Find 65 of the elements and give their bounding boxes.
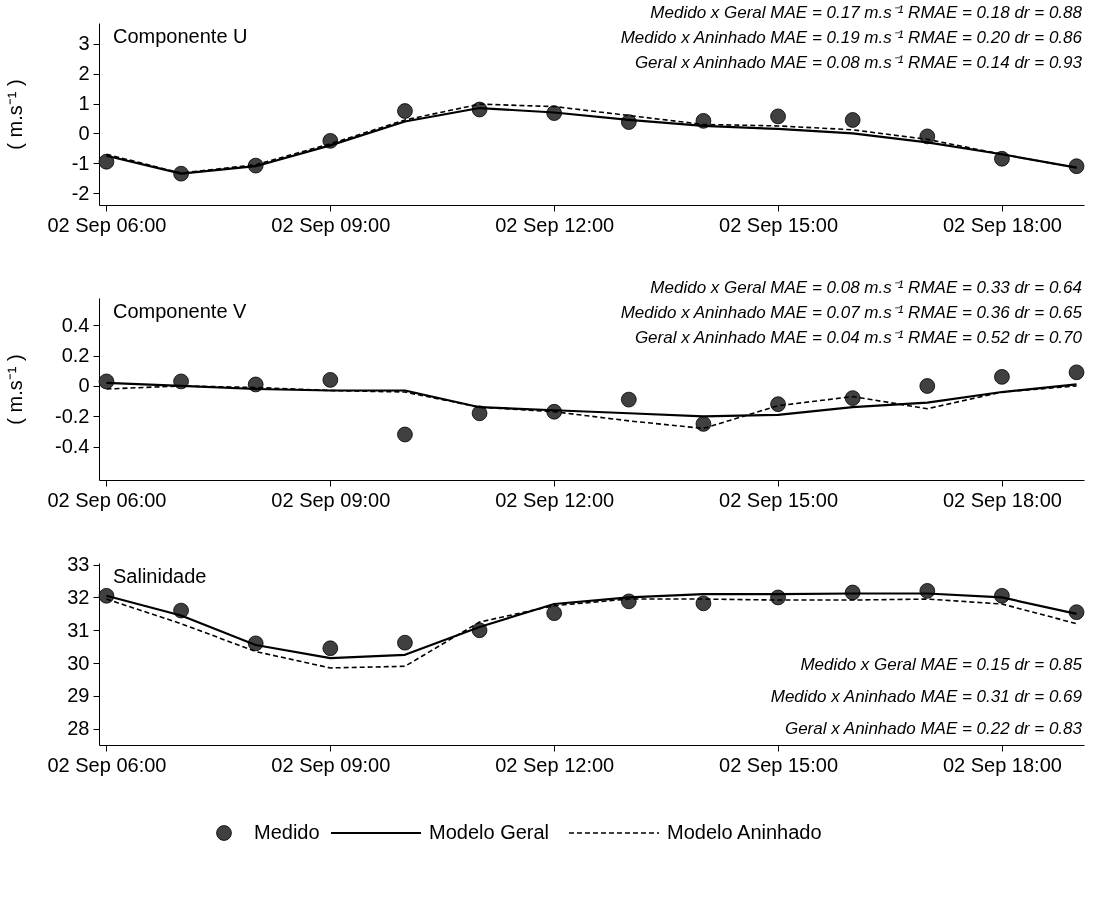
annotation: Medido x Aninhado MAE = 0.07 m.s⁻¹ RMAE = 0.36 dr = 0.65 <box>620 303 1083 322</box>
legend-label: Modelo Aninhado <box>667 821 822 843</box>
point <box>919 378 936 394</box>
point <box>844 390 861 406</box>
point <box>98 153 115 170</box>
legend-label: Modelo Geral <box>429 821 550 843</box>
point <box>397 103 413 119</box>
point <box>397 634 413 651</box>
annotation: Geral x Aninhado MAE = 0.08 m.s⁻¹ RMAE = 0.14 dr = 0.93 <box>634 53 1083 72</box>
y-tick-label: 0.4 <box>61 313 90 336</box>
y-tick-label: 3 <box>78 32 90 55</box>
y-tick-label: 1 <box>78 92 90 115</box>
y-tick-label: -2 <box>71 181 90 204</box>
point <box>1068 604 1085 620</box>
point <box>397 426 413 443</box>
annotation: Medido x Geral MAE = 0.15 dr = 0.85 <box>800 655 1083 674</box>
y-tick-label: 0 <box>78 121 90 144</box>
y-tick-label: 2 <box>78 62 90 85</box>
annotation: Geral x Aninhado MAE = 0.22 dr = 0.83 <box>784 719 1083 738</box>
x-tick-label: 02 Sep 06:00 <box>47 213 167 236</box>
legend-label: Medido <box>254 821 320 843</box>
x-tick-label: 02 Sep 18:00 <box>942 753 1062 776</box>
y-tick-label: 31 <box>67 618 90 641</box>
text: Medido x Geral MAE = 0.17 m.s⁻¹ RMAE = 0.18 dr = 0.88 <box>650 3 1083 22</box>
x-tick-label: 02 Sep 12:00 <box>495 753 615 776</box>
y-tick-label: 33 <box>67 553 90 576</box>
x-tick-label: 02 Sep 06:00 <box>47 753 167 776</box>
text: Medido x Geral MAE = 0.08 m.s⁻¹ RMAE = 0.33 dr = 0.64 <box>650 278 1082 297</box>
y-tick-label: 0.2 <box>61 344 90 367</box>
x-tick-label: 02 Sep 12:00 <box>495 488 615 511</box>
annotation: Geral x Aninhado MAE = 0.04 m.s⁻¹ RMAE = 0.52 dr = 0.70 <box>634 328 1083 347</box>
point <box>994 369 1010 385</box>
point <box>770 108 786 125</box>
y-tick-label: -1 <box>71 151 90 174</box>
x-tick-label: 02 Sep 09:00 <box>271 488 391 511</box>
chart-title: Componente U <box>113 25 248 47</box>
point <box>620 391 637 408</box>
x-tick-label: 02 Sep 18:00 <box>942 213 1062 236</box>
x-tick-label: 02 Sep 09:00 <box>271 753 391 776</box>
x-tick-label: 02 Sep 09:00 <box>271 213 391 236</box>
y-tick-label: 0 <box>78 374 90 397</box>
y-tick-label: 32 <box>67 585 90 608</box>
point <box>1068 364 1085 381</box>
point <box>322 640 339 657</box>
x-tick-label: 02 Sep 18:00 <box>942 488 1062 511</box>
y-tick-label: -0.4 <box>55 435 90 458</box>
x-tick-label: 02 Sep 15:00 <box>719 213 839 236</box>
point <box>471 405 488 422</box>
x-tick-label: 02 Sep 15:00 <box>719 488 839 511</box>
point <box>322 372 339 388</box>
x-tick-label: 02 Sep 15:00 <box>719 753 839 776</box>
chart-title: Salinidade <box>113 565 207 587</box>
y-axis-title: ( m.s⁻¹ ) <box>3 79 26 150</box>
chart-title: Componente V <box>113 300 248 322</box>
x-tick-label: 02 Sep 06:00 <box>47 488 167 511</box>
annotation: Medido x Aninhado MAE = 0.31 dr = 0.69 <box>770 687 1083 706</box>
y-axis-title: ( m.s⁻¹ ) <box>3 354 26 425</box>
point <box>844 112 861 128</box>
x-tick-label: 02 Sep 12:00 <box>495 213 615 236</box>
y-tick-label: -0.2 <box>55 404 90 427</box>
annotation: Medido x Aninhado MAE = 0.19 m.s⁻¹ RMAE = 0.20 dr = 0.86 <box>620 28 1083 47</box>
y-tick-label: 30 <box>67 651 90 674</box>
point <box>546 605 563 621</box>
y-tick-label: 29 <box>67 684 90 707</box>
y-tick-label: 28 <box>67 717 90 740</box>
